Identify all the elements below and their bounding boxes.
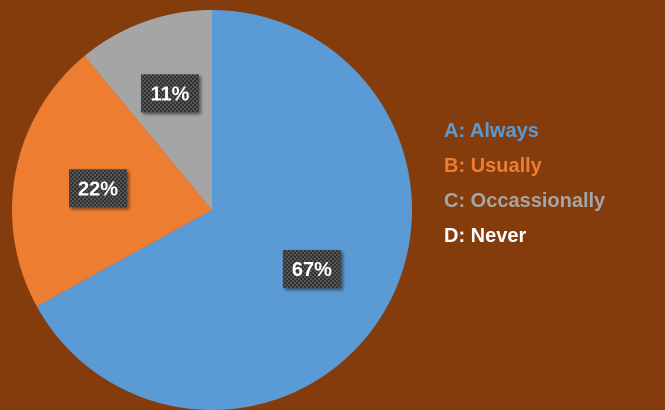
data-label-b: 22% bbox=[69, 169, 128, 208]
legend-label: A: Always bbox=[444, 120, 539, 142]
legend-label: C: Occassionally bbox=[444, 190, 606, 212]
legend-item-c: C: Occassionally bbox=[444, 184, 605, 219]
legend-label: B: Usually bbox=[444, 155, 542, 177]
pie-data-labels: 67% 22% 11% bbox=[69, 74, 341, 289]
legend-item-d: D: Never bbox=[444, 219, 605, 254]
data-label-c: 11% bbox=[140, 74, 199, 113]
data-label-a: 67% bbox=[282, 250, 341, 289]
data-label-box bbox=[140, 74, 199, 113]
data-label-box bbox=[282, 250, 341, 289]
data-label-text: 11% bbox=[151, 83, 190, 105]
pie-slice-a bbox=[36, 10, 413, 410]
legend-item-b: B: Usually bbox=[444, 149, 605, 184]
legend: A: Always B: Usually C: Occassionally D: Ne… bbox=[444, 114, 605, 254]
pie-slices bbox=[12, 9, 413, 410]
legend-item-a: A: Always bbox=[444, 114, 605, 149]
data-label-text: 67% bbox=[292, 259, 332, 281]
data-label-box bbox=[69, 169, 128, 208]
data-label-text: 22% bbox=[78, 178, 118, 200]
legend-label: D: Never bbox=[444, 225, 527, 247]
